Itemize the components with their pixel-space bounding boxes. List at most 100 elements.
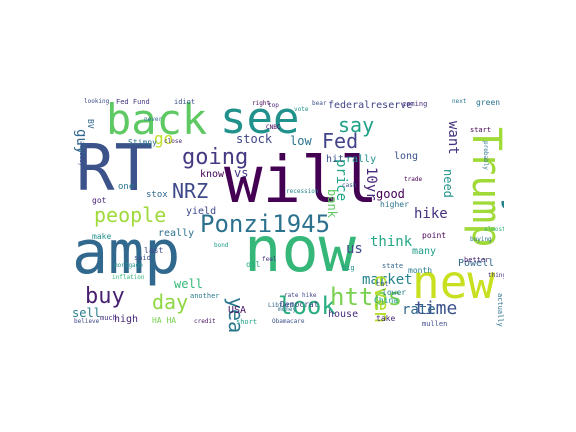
cloud-word: Ponzi1945 — [200, 210, 331, 238]
cloud-word: next — [452, 98, 467, 105]
cloud-word: NRZ — [172, 179, 209, 203]
cloud-word: Libtard — [268, 302, 294, 309]
cloud-word: point — [422, 231, 447, 240]
cloud-word: believe — [74, 318, 100, 325]
cloud-word: feel — [262, 256, 277, 263]
cloud-word: vs — [234, 166, 249, 180]
cloud-word: going — [182, 145, 249, 170]
cloud-word: sell — [72, 306, 101, 320]
cloud-word: yield — [186, 206, 217, 217]
cloud-word: never — [144, 116, 163, 123]
cloud-word: top — [268, 102, 279, 109]
cloud-word: start — [470, 126, 492, 134]
cloud-word: amp — [72, 218, 181, 288]
cloud-word: want — [445, 121, 461, 155]
cloud-word: one — [118, 182, 135, 192]
cloud-word: know — [200, 169, 225, 180]
cloud-word: price — [333, 159, 349, 202]
cloud-word: thing — [488, 272, 504, 279]
cloud-word: day — [152, 290, 189, 314]
cloud-word: new — [412, 255, 496, 309]
cloud-word: inflation — [112, 274, 145, 281]
cloud-word: much — [100, 314, 117, 322]
cloud-word: bear — [312, 100, 327, 107]
cloud-word: need — [441, 169, 455, 198]
cloud-word: Democrat — [280, 300, 319, 309]
cloud-word: mortgage — [114, 262, 143, 269]
cloud-word: see — [220, 97, 300, 144]
cloud-word: close — [164, 138, 183, 145]
cloud-word: say — [338, 113, 375, 137]
cloud-word: stock — [236, 132, 273, 146]
cloud-word: better — [464, 256, 490, 264]
cloud-word: back — [106, 97, 208, 144]
cloud-word: almost — [484, 226, 504, 233]
cloud-word: China — [374, 296, 399, 305]
cloud-word: short — [236, 318, 258, 326]
cloud-word: got — [92, 196, 107, 205]
cloud-word: market — [362, 272, 413, 288]
cloud-word: hike — [414, 206, 448, 222]
cloud-word: cash — [342, 182, 357, 189]
cloud-word: USA — [228, 305, 247, 316]
cloud-word: today — [500, 111, 504, 220]
cloud-word: trade — [404, 176, 423, 183]
cloud-word: high — [114, 314, 139, 325]
cloud-word: will — [224, 144, 379, 218]
cloud-word: buying — [470, 236, 492, 243]
cloud-word: RT — [76, 132, 154, 206]
cloud-word: money — [278, 306, 297, 313]
cloud-word: low — [290, 134, 312, 148]
cloud-word: big — [342, 264, 355, 272]
cloud-word: us — [346, 241, 363, 257]
cloud-word: good — [376, 187, 405, 201]
cloud-word: Powell — [458, 258, 495, 269]
cloud-word: Fed Fund — [116, 98, 150, 106]
cloud-word: another — [190, 292, 220, 300]
word-cloud: RT will amp now back see Trump today new going Pon… — [72, 97, 504, 335]
cloud-word: go — [154, 129, 174, 148]
cloud-word: vote — [294, 106, 309, 113]
cloud-word: federalreserve — [328, 100, 413, 111]
cloud-word: house — [328, 309, 359, 320]
cloud-word: Obamacare — [272, 318, 305, 325]
cloud-word: well — [174, 277, 203, 291]
cloud-word: idiot — [174, 98, 196, 106]
cloud-word: mullen — [422, 320, 448, 328]
cloud-word: BV — [86, 119, 95, 129]
cloud-word: probably — [482, 141, 489, 170]
cloud-word: HA HA — [152, 316, 177, 325]
cloud-word: cut — [376, 280, 389, 288]
cloud-word: long — [394, 151, 419, 162]
cloud-word: month — [408, 266, 433, 275]
cloud-word: actually — [496, 293, 504, 327]
cloud-word: Stimpy — [128, 138, 157, 147]
cloud-word: already — [78, 141, 85, 167]
cloud-word: https — [330, 283, 403, 311]
cloud-word: think — [370, 234, 413, 250]
cloud-word: last — [144, 246, 164, 255]
cloud-word: Fed — [322, 129, 359, 153]
cloud-word: take — [376, 314, 396, 323]
cloud-word: higher — [380, 200, 409, 209]
cloud-word: buy — [85, 284, 125, 309]
cloud-word: hit — [326, 154, 345, 165]
cloud-word: coming — [402, 100, 428, 108]
cloud-word: rate — [402, 302, 436, 318]
cloud-word: stox — [146, 190, 168, 200]
cloud-word: credit — [194, 318, 216, 325]
cloud-word: time — [414, 298, 458, 319]
cloud-word: recession — [286, 188, 319, 195]
cloud-word: looking — [84, 98, 110, 105]
cloud-word: bond — [214, 242, 229, 249]
cloud-word: state — [382, 262, 404, 270]
cloud-word: rally — [346, 154, 377, 165]
cloud-word: make — [92, 232, 112, 241]
cloud-word: green — [476, 98, 501, 107]
cloud-word: oil — [246, 260, 261, 269]
cloud-word: really — [158, 228, 195, 239]
cloud-word: look — [278, 292, 336, 320]
cloud-word: right — [252, 100, 271, 107]
cloud-word: now — [244, 213, 356, 286]
cloud-word: lower — [382, 288, 407, 297]
